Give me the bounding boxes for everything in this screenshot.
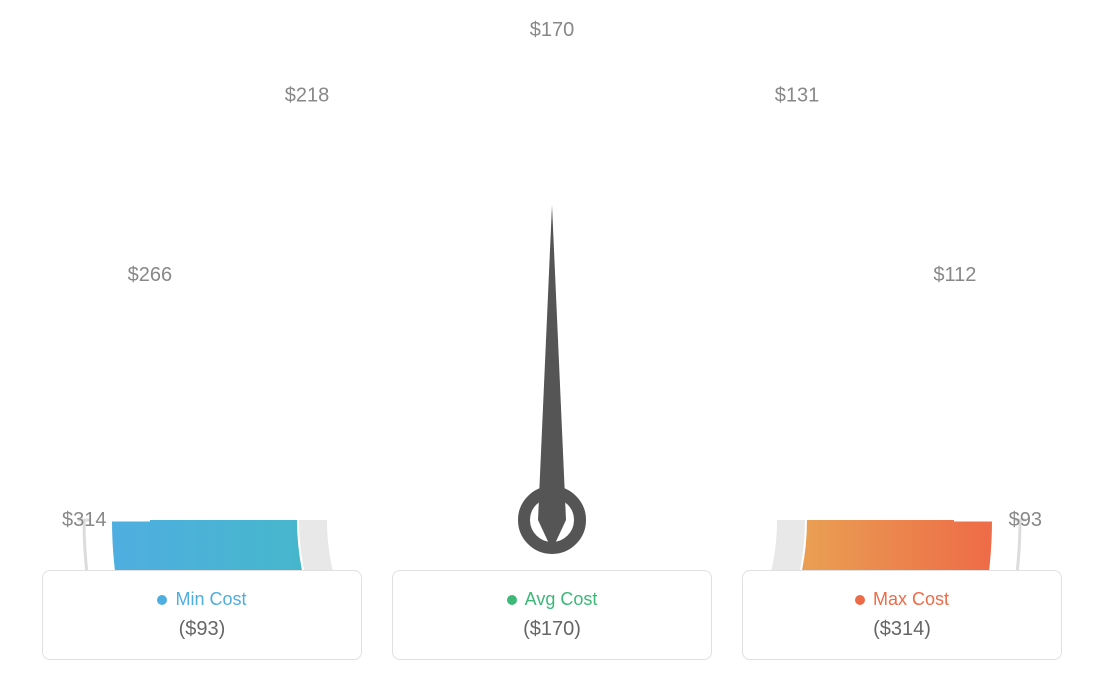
svg-text:$112: $112 (933, 264, 976, 286)
legend-value-avg: ($170) (523, 618, 581, 641)
svg-text:$131: $131 (775, 85, 820, 107)
dot-icon (157, 595, 167, 605)
svg-text:$314: $314 (62, 509, 107, 531)
legend-label: Min Cost (175, 589, 246, 610)
legend-value-min: ($93) (179, 618, 226, 641)
svg-text:$170: $170 (530, 20, 575, 41)
svg-text:$266: $266 (128, 264, 173, 286)
svg-text:$218: $218 (285, 85, 330, 107)
gauge-svg: $93 $112 $131 $170 $218 $266 $314 (22, 20, 1082, 580)
legend-label: Max Cost (873, 589, 949, 610)
legend-card-max: Max Cost ($314) (742, 570, 1062, 660)
gauge-chart: $93 $112 $131 $170 $218 $266 $314 (22, 20, 1082, 580)
legend-row: Min Cost ($93) Avg Cost ($170) Max Cost … (42, 570, 1062, 660)
legend-title-avg: Avg Cost (507, 589, 598, 610)
legend-value-max: ($314) (873, 618, 931, 641)
dot-icon (855, 595, 865, 605)
dot-icon (507, 595, 517, 605)
legend-title-max: Max Cost (855, 589, 949, 610)
svg-text:$93: $93 (1009, 509, 1042, 531)
legend-card-avg: Avg Cost ($170) (392, 570, 712, 660)
legend-card-min: Min Cost ($93) (42, 570, 362, 660)
legend-title-min: Min Cost (157, 589, 246, 610)
legend-label: Avg Cost (525, 589, 598, 610)
